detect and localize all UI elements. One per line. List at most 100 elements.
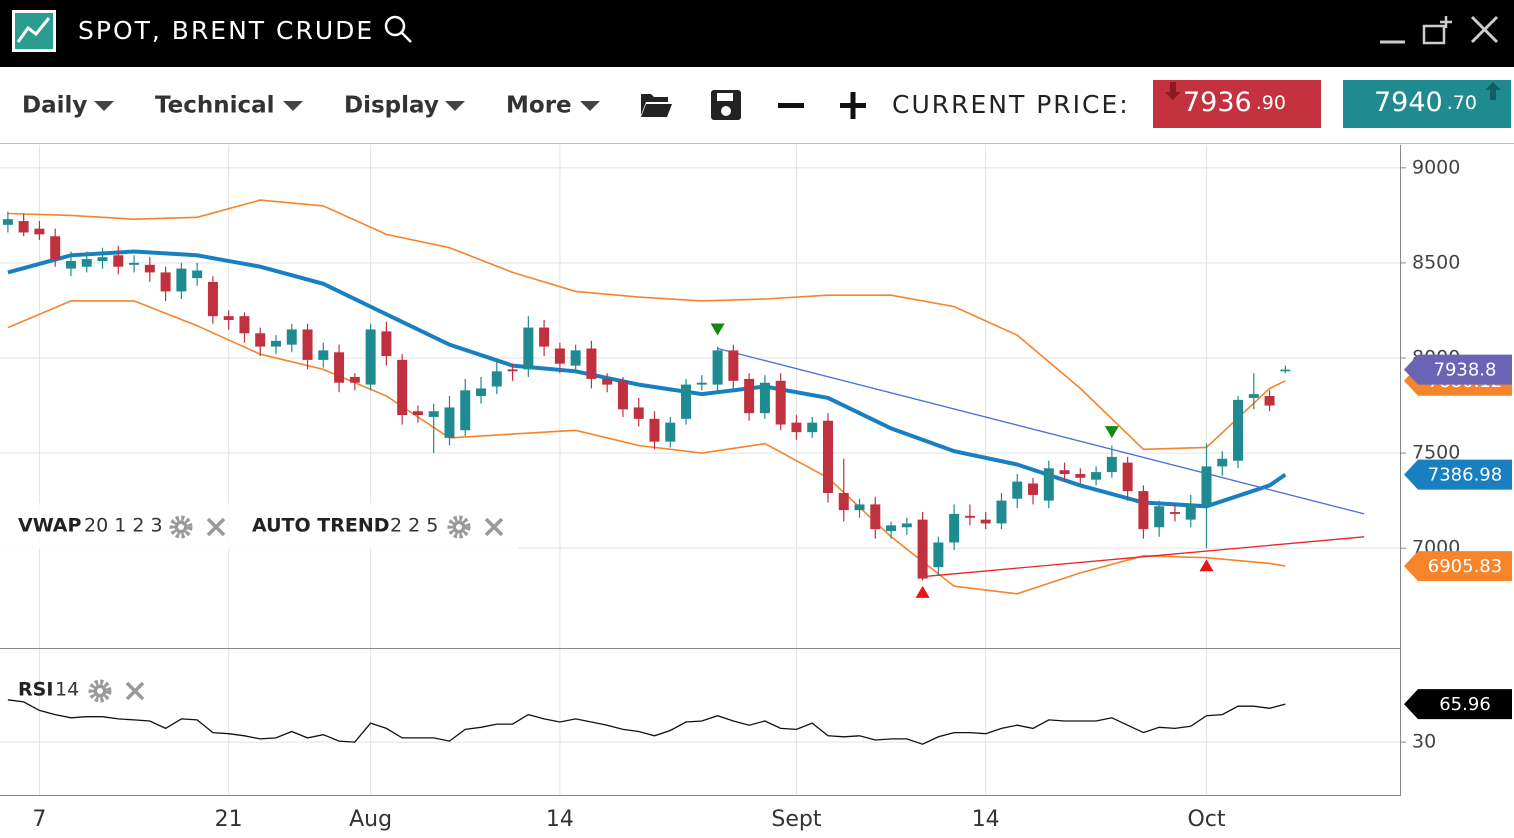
indicator-params: 2 2 5 bbox=[390, 515, 438, 537]
title-bar bbox=[0, 0, 1514, 67]
settings-button[interactable] bbox=[169, 515, 193, 539]
x-tick-label: Sept bbox=[771, 807, 821, 832]
candle-body bbox=[397, 359, 408, 416]
signal-marker bbox=[915, 585, 930, 598]
settings-button[interactable] bbox=[447, 515, 471, 539]
candle-body bbox=[854, 504, 865, 511]
candle-body bbox=[1122, 462, 1133, 492]
y-tick-label: 9000 bbox=[1412, 156, 1460, 178]
candle-body bbox=[649, 418, 660, 442]
remove-button[interactable] bbox=[125, 681, 145, 701]
save-button[interactable] bbox=[711, 90, 741, 120]
candle-body bbox=[65, 261, 76, 269]
candle-body bbox=[1185, 504, 1196, 520]
candle-body bbox=[223, 316, 234, 320]
candle-body bbox=[933, 542, 944, 568]
band-line bbox=[7, 300, 1286, 595]
candle-body bbox=[302, 329, 313, 360]
zoom-out-button[interactable] bbox=[778, 103, 804, 108]
x-tick-label: 14 bbox=[546, 807, 574, 832]
ask-price: 7940.70 bbox=[1374, 87, 1477, 118]
open-button[interactable] bbox=[641, 94, 672, 117]
candle-body bbox=[34, 228, 45, 235]
menu-daily[interactable]: Daily bbox=[22, 93, 87, 119]
current-price-label: CURRENT PRICE: bbox=[892, 90, 1130, 119]
settings-button[interactable] bbox=[88, 679, 112, 703]
plot-layer bbox=[2, 199, 1365, 745]
candle-body bbox=[176, 268, 187, 292]
band-line bbox=[7, 249, 1287, 509]
up-arrow bbox=[1485, 82, 1501, 100]
candle-body bbox=[791, 422, 802, 433]
candle-body bbox=[602, 378, 613, 385]
dropdown-caret bbox=[445, 101, 465, 111]
legend-box bbox=[240, 503, 518, 549]
x-tick-label: 14 bbox=[972, 807, 1000, 832]
menu-display[interactable]: Display bbox=[344, 93, 439, 119]
search-button[interactable] bbox=[384, 15, 412, 43]
remove-icons bbox=[125, 517, 504, 701]
candle-body bbox=[113, 255, 124, 267]
candle-body bbox=[523, 327, 534, 370]
candle-body bbox=[617, 380, 628, 410]
candle-body bbox=[1217, 458, 1228, 467]
bid-box[interactable] bbox=[1153, 80, 1321, 128]
price-tag-label: 7386.98 bbox=[1428, 465, 1502, 486]
y-tick-label: 7500 bbox=[1412, 442, 1460, 464]
candle-body bbox=[712, 350, 723, 385]
candle-body bbox=[665, 422, 676, 442]
ask-box[interactable] bbox=[1343, 80, 1511, 128]
ask-fraction: .70 bbox=[1447, 92, 1477, 114]
remove-button[interactable] bbox=[206, 517, 226, 537]
candle-body bbox=[696, 382, 707, 385]
candle-body bbox=[286, 329, 297, 345]
candle-body bbox=[270, 340, 281, 347]
legend-box bbox=[0, 503, 240, 549]
candle-body bbox=[759, 382, 770, 414]
candle-body bbox=[980, 519, 991, 524]
candle-body bbox=[1043, 468, 1054, 501]
candle-body bbox=[570, 350, 581, 366]
candle-body bbox=[144, 264, 155, 273]
candle-body bbox=[1264, 396, 1275, 406]
price-tag-label: 65.96 bbox=[1439, 694, 1491, 715]
remove-button[interactable] bbox=[484, 517, 504, 537]
candle-body bbox=[838, 493, 849, 511]
candle-body bbox=[1280, 369, 1291, 372]
menu-more[interactable]: More bbox=[506, 93, 572, 119]
close-button[interactable] bbox=[1470, 15, 1499, 44]
candle-body bbox=[129, 262, 140, 265]
y-tick-label: 30 bbox=[1412, 731, 1436, 753]
candle-body bbox=[901, 523, 912, 528]
candle-body bbox=[886, 525, 897, 532]
candle-body bbox=[1106, 456, 1117, 473]
candle-body bbox=[318, 350, 329, 360]
candle-body bbox=[239, 316, 250, 334]
dropdown-caret bbox=[94, 101, 114, 111]
dropdown-caret bbox=[580, 101, 600, 111]
price-tag bbox=[1404, 459, 1512, 490]
candle-body bbox=[334, 352, 345, 383]
down-arrow bbox=[1165, 82, 1181, 100]
candle-body bbox=[50, 236, 61, 260]
candle-body bbox=[476, 388, 487, 397]
price-tag bbox=[1404, 551, 1512, 582]
window-title: SPOT, BRENT CRUDE bbox=[78, 16, 374, 45]
candle-body bbox=[586, 348, 597, 379]
x-tick-label: Aug bbox=[349, 807, 392, 832]
candle-body bbox=[428, 411, 439, 417]
trend-line bbox=[717, 347, 1365, 515]
candle-body bbox=[633, 407, 644, 419]
candle-body bbox=[18, 221, 29, 233]
grid-layer: 90008500800075007000721Aug14Sept14Oct30 bbox=[0, 145, 1460, 832]
popout-button[interactable] bbox=[1422, 16, 1452, 45]
bid-whole: 7936 bbox=[1183, 87, 1252, 118]
x-tick-label: Oct bbox=[1187, 807, 1225, 832]
candle-body bbox=[917, 519, 928, 579]
zoom-in-button[interactable] bbox=[840, 92, 866, 119]
candle-body bbox=[744, 378, 755, 414]
candle-body bbox=[681, 384, 692, 419]
candle-body bbox=[444, 407, 455, 438]
candle-body bbox=[2, 219, 13, 225]
menu-technical[interactable]: Technical bbox=[155, 93, 275, 119]
